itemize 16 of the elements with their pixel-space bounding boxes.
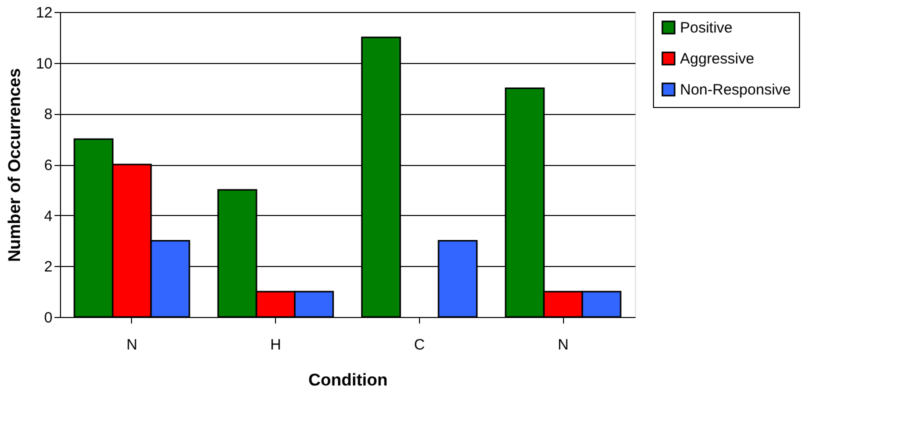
y-tick-label: 2 [44, 258, 52, 276]
x-axis-title: Condition [308, 370, 388, 390]
x-tick-label: N [126, 336, 138, 354]
x-tick-label: N [558, 336, 569, 354]
y-tick-label: 8 [44, 106, 52, 124]
y-tick-label: 10 [36, 55, 52, 72]
legend-label: Aggressive [680, 50, 754, 68]
legend-label: Non-Responsive [680, 82, 791, 98]
y-axis-title: Number of Occurrences [4, 68, 24, 262]
x-tick-label: C [414, 336, 425, 354]
y-tick-label: 0 [44, 310, 52, 326]
y-tick-label: 4 [44, 208, 52, 225]
y-tick-label: 6 [44, 157, 52, 174]
legend-label: Positive [680, 20, 733, 36]
x-tick-label: H [270, 336, 282, 354]
y-tick-label: 12 [36, 4, 52, 22]
